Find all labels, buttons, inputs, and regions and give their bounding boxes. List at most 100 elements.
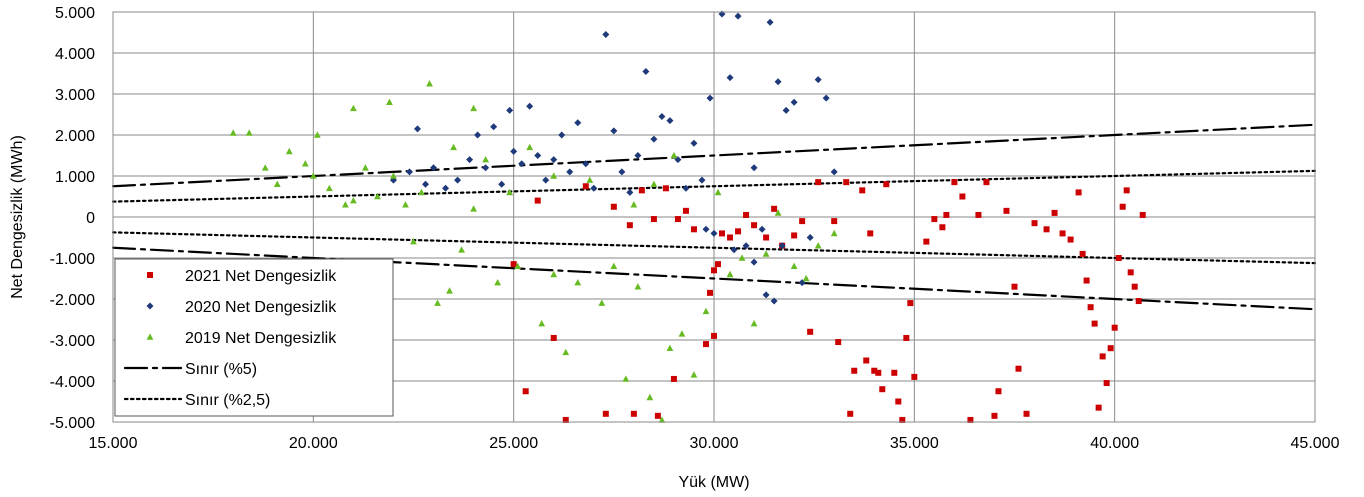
point-2020 <box>474 131 482 139</box>
point-2020 <box>442 184 450 192</box>
x-tick-label: 45.000 <box>1291 435 1340 452</box>
point-2021 <box>1123 187 1130 194</box>
point-2019 <box>470 104 477 112</box>
legend-label: 2021 Net Dengesizlik <box>185 268 337 285</box>
point-2021 <box>859 187 866 194</box>
point-2021 <box>959 193 966 200</box>
point-2020 <box>762 291 770 299</box>
point-2021 <box>771 205 778 212</box>
point-2020 <box>774 78 782 86</box>
point-2021 <box>682 207 689 214</box>
legend-label: Sınır (%2,5) <box>185 392 270 409</box>
legend: 2021 Net Dengesizlik 2020 Net Dengesizlik… <box>114 258 394 417</box>
point-2020 <box>550 156 558 164</box>
point-2019 <box>418 188 425 196</box>
point-2020 <box>830 168 838 176</box>
point-2021 <box>1107 345 1114 352</box>
point-2021 <box>879 386 886 393</box>
point-2020 <box>618 168 626 176</box>
point-2019 <box>670 151 678 159</box>
point-2019 <box>374 192 381 200</box>
point-2020 <box>610 127 618 135</box>
point-2019 <box>341 201 349 208</box>
point-2021 <box>851 367 858 374</box>
point-2021 <box>939 224 946 231</box>
point-2020 <box>710 229 718 237</box>
y-tick-label: -5.000 <box>50 415 95 432</box>
point-2019 <box>650 180 658 187</box>
point-2021 <box>875 369 882 376</box>
point-2020 <box>634 152 642 159</box>
point-2021 <box>711 332 717 339</box>
point-2021 <box>1103 380 1110 387</box>
point-2021 <box>871 367 878 374</box>
point-2019 <box>550 270 558 278</box>
point-2020 <box>770 297 778 305</box>
point-2021 <box>1051 209 1058 216</box>
point-2021 <box>654 412 661 419</box>
point-2021 <box>743 211 750 218</box>
point-2020 <box>518 160 526 168</box>
boundary-lines <box>111 123 1317 311</box>
point-2019 <box>562 348 570 356</box>
point-2019 <box>774 209 782 216</box>
plot-frame <box>112 11 1316 423</box>
point-2021 <box>943 211 950 218</box>
point-2020 <box>766 18 774 26</box>
legend-item: 2020 Net Dengesizlik <box>146 299 337 316</box>
point-2020 <box>582 160 590 168</box>
y-axis-tick-labels: 5.000 4.000 3.000 2.000 1.000 0 -1.000 -2.000 -3… <box>50 5 95 432</box>
point-2021 <box>562 416 569 423</box>
point-2019 <box>362 164 369 171</box>
point-2021 <box>674 216 681 223</box>
point-2021 <box>719 230 726 237</box>
legend-item: Sınır (%5) <box>123 361 257 378</box>
x-axis-tick-labels: 15.000 20.000 25.000 30.000 35.000 40.000 45.0… <box>89 435 1340 452</box>
point-2019 <box>470 205 477 212</box>
legend-marker <box>147 272 153 278</box>
point-2019 <box>750 320 758 327</box>
point-2021 <box>911 373 918 380</box>
point-2020 <box>626 188 634 196</box>
point-2021 <box>1091 320 1098 327</box>
point-2019 <box>714 188 722 196</box>
point-2019 <box>313 131 321 138</box>
point-2021 <box>638 187 645 194</box>
point-2020 <box>790 98 798 106</box>
point-2019 <box>350 104 357 112</box>
point-2019 <box>622 375 630 382</box>
point-2021 <box>895 398 902 405</box>
point-2019 <box>634 283 642 290</box>
point-2021 <box>1135 298 1142 305</box>
point-2019 <box>450 143 457 151</box>
point-2020 <box>778 242 786 250</box>
point-2020 <box>726 74 734 82</box>
point-2019 <box>658 416 666 423</box>
point-2020 <box>466 156 474 164</box>
point-2019 <box>550 172 558 179</box>
legend-box <box>114 258 394 417</box>
point-2021 <box>815 179 822 186</box>
legend-label: 2019 Net Dengesizlik <box>185 330 337 347</box>
point-2020 <box>490 123 498 131</box>
point-2021 <box>847 410 854 417</box>
point-2021 <box>1119 203 1126 210</box>
point-2021 <box>534 197 541 204</box>
point-2019 <box>814 242 822 249</box>
point-2021 <box>1095 404 1102 411</box>
point-2019 <box>738 254 746 261</box>
point-2021 <box>626 222 633 229</box>
point-2021 <box>1127 269 1134 276</box>
point-2020 <box>758 225 766 233</box>
point-2019 <box>690 371 698 378</box>
x-tick-label: 20.000 <box>289 435 338 452</box>
point-2020 <box>405 168 413 176</box>
point-2021 <box>899 416 906 423</box>
point-2019 <box>610 262 618 269</box>
point-2021 <box>1139 211 1146 218</box>
point-2020 <box>506 106 514 114</box>
y-tick-label: 0 <box>86 210 95 227</box>
point-2021 <box>711 267 717 274</box>
point-2021 <box>690 226 697 233</box>
point-2020 <box>454 176 462 184</box>
